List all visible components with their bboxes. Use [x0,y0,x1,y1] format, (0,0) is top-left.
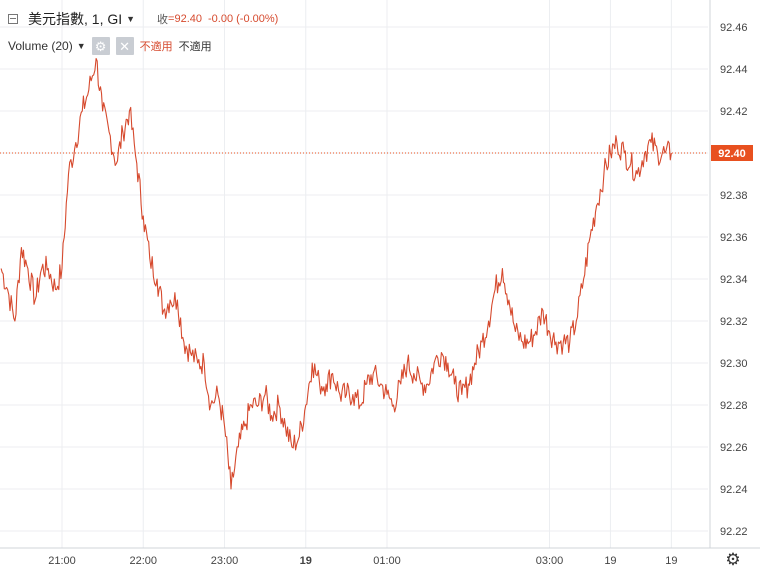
close-label: 收 [157,14,169,26]
y-tick-label: 92.34 [720,274,748,286]
x-tick-label: 01:00 [373,555,401,567]
change-value: -0.00 (-0.00%) [208,13,279,25]
volume-value-1: 不適用 [139,41,173,53]
x-tick-label: 21:00 [48,555,76,567]
chevron-down-icon[interactable]: ▼ [76,41,86,51]
volume-legend[interactable]: Volume (20) ▼ ⚙ ✕ 不適用 不適用 [8,37,212,55]
last-price-label: 92.40 [718,148,746,160]
last-price-line-layer: 92.40 [0,145,753,161]
y-tick-label: 92.26 [720,442,748,454]
volume-value-2: 不適用 [178,41,212,53]
x-tick-label: 19 [300,555,312,567]
y-tick-label: 92.32 [720,316,748,328]
y-tick-label: 92.30 [720,358,748,370]
x-tick-label: 19 [665,555,677,567]
series-layer [0,57,672,490]
gear-icon[interactable]: ⚙ [725,550,741,569]
y-tick-label: 92.24 [720,484,748,496]
y-tick-label: 92.22 [720,526,748,538]
last-price-tag [711,145,753,161]
x-tick-label: 03:00 [536,555,564,567]
price-series-line[interactable] [0,57,672,490]
x-tick-label: 19 [604,555,616,567]
x-tick-label: 22:00 [129,555,157,567]
y-tick-label: 92.42 [720,106,748,118]
grid-layer [0,0,708,548]
symbol-title[interactable]: 美元指數, 1, GI [28,11,123,27]
close-value: =92.40 [168,13,202,25]
chevron-down-icon[interactable]: ▼ [126,14,136,24]
y-tick-label: 92.36 [720,232,748,244]
x-tick-label: 23:00 [211,555,239,567]
close-icon[interactable]: ✕ [115,37,134,55]
volume-label[interactable]: Volume (20) [8,39,73,53]
symbol-legend[interactable]: 美元指數, 1, GI ▼ 收 =92.40 -0.00 (-0.00%) [8,9,278,29]
price-axis[interactable]: 92.46 92.44 92.42 92.38 92.36 92.34 92.32 92.30… [720,22,748,538]
y-tick-label: 92.38 [720,190,748,202]
y-tick-label: 92.44 [720,64,748,76]
collapse-icon[interactable] [8,14,18,24]
y-tick-label: 92.46 [720,22,748,34]
time-axis[interactable]: 21:00 22:00 23:00 19 01:00 03:00 19 19 [48,555,677,567]
settings-icon[interactable]: ⚙ [91,37,110,55]
y-tick-label: 92.28 [720,400,748,412]
